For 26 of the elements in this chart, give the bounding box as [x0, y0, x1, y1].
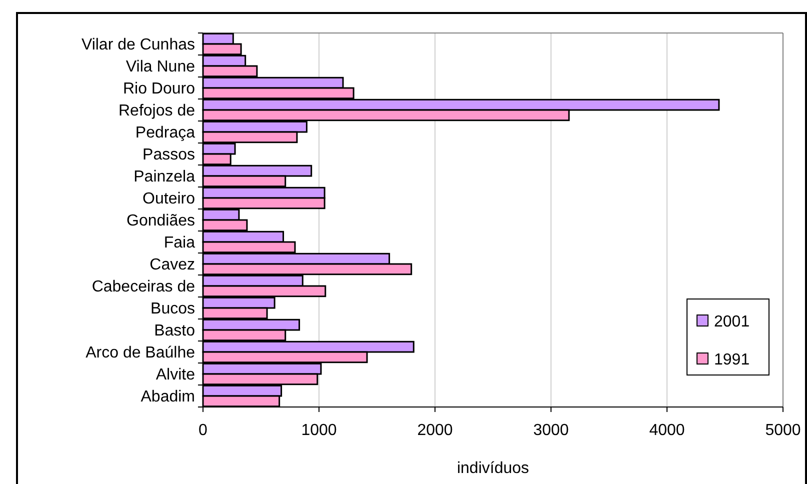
- y-tick-label: Pedraça: [135, 124, 196, 142]
- y-tick-label: Refojos de: [118, 102, 196, 120]
- y-tick-label: Painzela: [134, 168, 196, 186]
- x-axis-title: indivíduos: [456, 460, 530, 477]
- y-tick-label: Abadim: [140, 388, 195, 406]
- x-tick-label: 0: [198, 422, 208, 439]
- x-tick-label: 3000: [533, 422, 569, 439]
- y-tick-label: Basto: [154, 322, 196, 340]
- x-tick-label: 1000: [301, 422, 337, 439]
- y-tick-label: Bucos: [150, 300, 195, 318]
- y-tick-label: Passos: [142, 146, 195, 164]
- y-tick-label: Arco de Baúlhe: [86, 344, 196, 362]
- y-tick-label: Outeiro: [142, 190, 196, 208]
- y-tick-label: Vila Nune: [126, 58, 196, 76]
- x-tick-label: 4000: [649, 422, 685, 439]
- y-tick-label: Vilar de Cunhas: [81, 36, 195, 54]
- y-tick-label: Faia: [164, 234, 196, 252]
- x-tick-label: 2000: [417, 422, 453, 439]
- y-tick-label: Gondiães: [126, 212, 195, 230]
- y-tick-label: Cavez: [150, 256, 195, 274]
- legend-label: 1991: [714, 352, 750, 369]
- y-tick-label: Cabeceiras de: [92, 278, 196, 296]
- y-tick-label: Alvite: [156, 366, 196, 384]
- legend-label: 2001: [714, 314, 750, 331]
- x-tick-label: 5000: [765, 422, 801, 439]
- y-tick-label: Rio Douro: [122, 80, 196, 98]
